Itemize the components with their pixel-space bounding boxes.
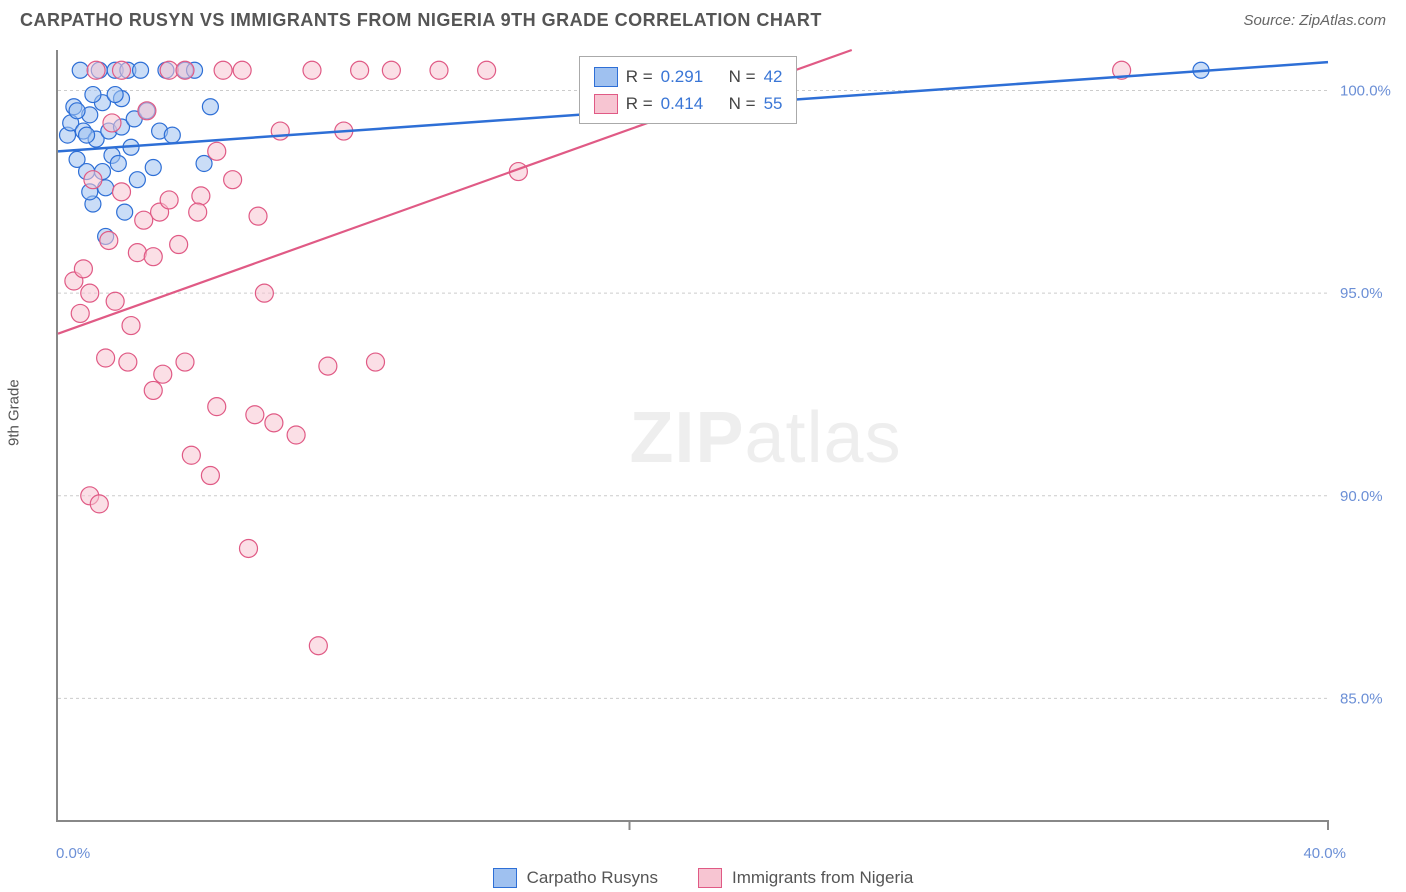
x-axis-max-label: 40.0% <box>1303 845 1346 862</box>
plot-svg: 100.0%95.0%90.0%85.0% <box>58 50 1328 820</box>
bottom-legend-item-1: Carpatho Rusyns <box>493 868 658 888</box>
svg-text:85.0%: 85.0% <box>1340 690 1383 707</box>
bottom-legend-swatch-1 <box>493 868 517 888</box>
x-axis-min-label: 0.0% <box>56 845 90 862</box>
legend-swatch-1 <box>594 67 618 87</box>
legend-row-series-2: R = 0.414 N = 55 <box>594 90 783 117</box>
bottom-legend: Carpatho Rusyns Immigrants from Nigeria <box>0 868 1406 888</box>
y-axis-label: 9th Grade <box>6 379 23 446</box>
legend-r-value-2: 0.414 <box>661 90 704 117</box>
legend-swatch-2 <box>594 94 618 114</box>
legend-row-series-1: R = 0.291 N = 42 <box>594 63 783 90</box>
correlation-legend-box: R = 0.291 N = 42 R = 0.414 N = 55 <box>579 56 798 124</box>
plot-area: ZIPatlas 100.0%95.0%90.0%85.0% R = 0.291… <box>56 50 1328 822</box>
svg-text:90.0%: 90.0% <box>1340 488 1383 505</box>
legend-n-value-2: 55 <box>764 90 783 117</box>
legend-n-value-1: 42 <box>764 63 783 90</box>
svg-text:100.0%: 100.0% <box>1340 83 1391 100</box>
legend-r-prefix-2: R = <box>626 90 653 117</box>
title-bar: CARPATHO RUSYN VS IMMIGRANTS FROM NIGERI… <box>0 0 1406 31</box>
legend-n-prefix: N = <box>729 63 756 90</box>
svg-text:95.0%: 95.0% <box>1340 285 1383 302</box>
chart-container: CARPATHO RUSYN VS IMMIGRANTS FROM NIGERI… <box>0 0 1406 892</box>
bottom-legend-label-1: Carpatho Rusyns <box>527 868 658 888</box>
source-label: Source: ZipAtlas.com <box>1243 12 1386 29</box>
bottom-legend-label-2: Immigrants from Nigeria <box>732 868 913 888</box>
bottom-legend-item-2: Immigrants from Nigeria <box>698 868 913 888</box>
legend-n-prefix-2: N = <box>729 90 756 117</box>
chart-title: CARPATHO RUSYN VS IMMIGRANTS FROM NIGERI… <box>20 10 822 31</box>
legend-r-value-1: 0.291 <box>661 63 704 90</box>
legend-r-prefix: R = <box>626 63 653 90</box>
bottom-legend-swatch-2 <box>698 868 722 888</box>
